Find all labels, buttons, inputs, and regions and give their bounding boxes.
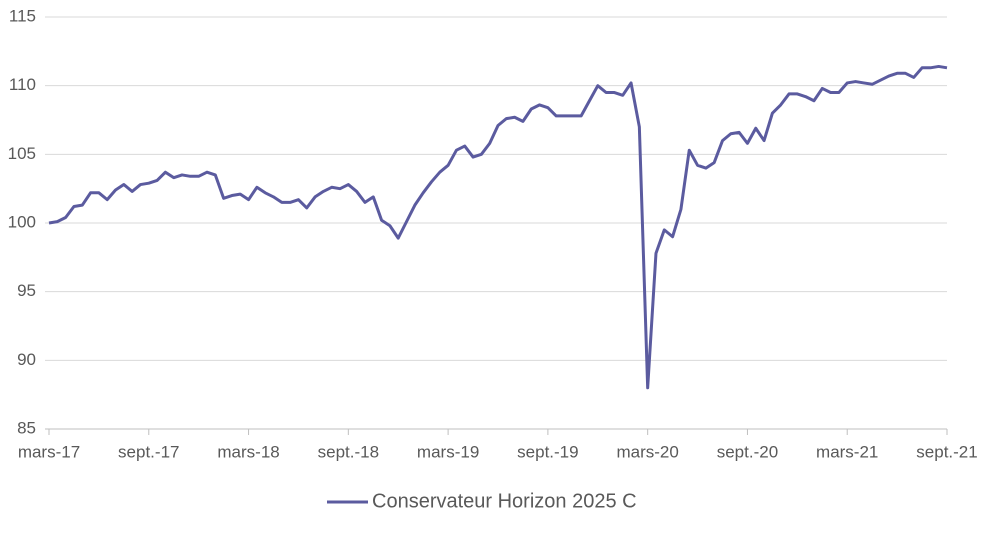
data-line xyxy=(48,64,948,390)
y-tick-label: 90 xyxy=(17,350,36,369)
x-tick-label: sept.-20 xyxy=(717,442,778,461)
y-tick-label: 115 xyxy=(9,6,36,25)
y-tick-label: 100 xyxy=(8,212,36,231)
x-tick-label: mars-19 xyxy=(417,442,479,461)
x-tick-label: sept.-21 xyxy=(916,442,977,461)
x-tick-label: mars-20 xyxy=(616,442,678,461)
x-tick-label: mars-21 xyxy=(816,442,878,461)
y-tick-label: 110 xyxy=(9,75,36,94)
x-tick-label: sept.-18 xyxy=(318,442,379,461)
x-tick-label: sept.-19 xyxy=(517,442,578,461)
y-tick-label: 85 xyxy=(17,418,36,437)
y-tick-label: 105 xyxy=(8,144,36,163)
x-tick-label: mars-18 xyxy=(217,442,279,461)
x-tick-label: mars-17 xyxy=(18,442,80,461)
x-tick-label: sept.-17 xyxy=(118,442,179,461)
y-tick-label: 95 xyxy=(17,281,36,300)
legend-label: Conservateur Horizon 2025 C xyxy=(372,490,637,512)
